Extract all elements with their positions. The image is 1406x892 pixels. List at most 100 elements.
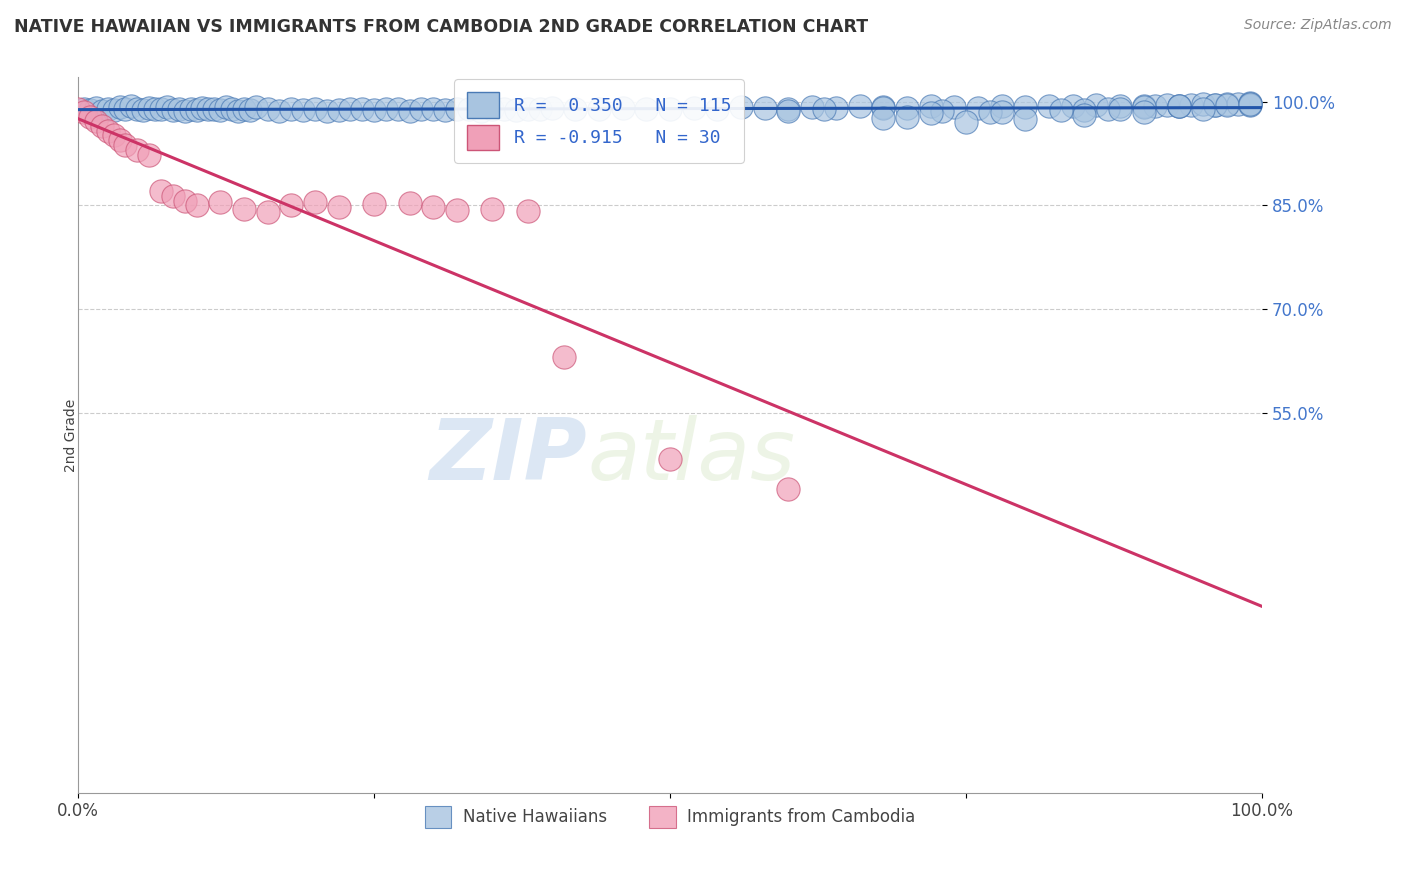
Point xyxy=(1168,99,1191,113)
Y-axis label: 2nd Grade: 2nd Grade xyxy=(65,399,79,472)
Point xyxy=(1073,108,1095,122)
Point xyxy=(1132,105,1154,120)
Point xyxy=(398,103,420,118)
Point xyxy=(872,101,894,115)
Point xyxy=(1132,100,1154,114)
Point xyxy=(1085,98,1108,112)
Point xyxy=(202,102,225,116)
Point xyxy=(778,102,800,116)
Point xyxy=(120,99,142,113)
Point xyxy=(197,102,219,116)
Point xyxy=(754,101,776,115)
Point xyxy=(1204,98,1226,112)
Point xyxy=(1073,103,1095,117)
Point xyxy=(931,104,953,119)
Text: ZIP: ZIP xyxy=(430,415,588,498)
Point xyxy=(221,102,243,116)
Point xyxy=(363,103,385,117)
Point xyxy=(256,102,278,116)
Point xyxy=(955,115,977,129)
Point xyxy=(481,102,503,116)
Legend: Native Hawaiians, Immigrants from Cambodia: Native Hawaiians, Immigrants from Cambod… xyxy=(418,799,922,834)
Point xyxy=(162,189,184,203)
Point xyxy=(215,100,238,114)
Point xyxy=(280,102,302,116)
Point xyxy=(226,103,249,118)
Point xyxy=(564,102,586,116)
Point xyxy=(1239,96,1261,111)
Point xyxy=(97,102,120,116)
Point xyxy=(411,102,433,116)
Point xyxy=(778,103,800,118)
Point xyxy=(517,203,540,218)
Point xyxy=(1204,98,1226,112)
Point xyxy=(896,101,918,115)
Point xyxy=(1227,96,1250,111)
Point xyxy=(505,103,527,117)
Point xyxy=(209,103,232,117)
Point xyxy=(269,103,291,118)
Point xyxy=(114,102,136,116)
Point xyxy=(398,196,420,211)
Point xyxy=(801,100,824,114)
Point xyxy=(315,103,337,118)
Point xyxy=(209,194,232,209)
Point xyxy=(920,106,942,120)
Point xyxy=(352,102,374,116)
Point xyxy=(127,102,149,116)
Point xyxy=(127,143,149,157)
Point xyxy=(457,102,479,116)
Point xyxy=(1109,99,1132,113)
Point xyxy=(659,451,682,466)
Point xyxy=(90,119,112,133)
Point xyxy=(1239,95,1261,110)
Point xyxy=(422,102,444,116)
Point xyxy=(920,99,942,113)
Point xyxy=(387,102,409,116)
Point xyxy=(84,101,107,115)
Point xyxy=(481,202,503,216)
Point xyxy=(1014,112,1036,126)
Point xyxy=(896,110,918,124)
Point xyxy=(682,101,704,115)
Point xyxy=(186,103,208,117)
Point xyxy=(180,102,202,116)
Point xyxy=(659,102,682,116)
Point xyxy=(363,197,385,211)
Point xyxy=(73,102,96,116)
Point xyxy=(292,103,315,117)
Point xyxy=(1215,98,1237,112)
Point xyxy=(990,105,1012,120)
Point xyxy=(1215,97,1237,112)
Point xyxy=(1168,99,1191,113)
Point xyxy=(328,103,350,117)
Point xyxy=(446,102,468,116)
Point xyxy=(339,102,361,116)
Point xyxy=(1109,102,1132,116)
Point xyxy=(1062,99,1084,113)
Point xyxy=(79,110,101,124)
Point xyxy=(304,102,326,116)
Point xyxy=(150,185,173,199)
Point xyxy=(143,102,166,116)
Point xyxy=(150,102,173,116)
Point xyxy=(1239,98,1261,112)
Point xyxy=(108,100,131,114)
Point xyxy=(103,128,125,143)
Point xyxy=(636,102,658,116)
Point xyxy=(73,105,96,120)
Point xyxy=(138,101,160,115)
Point xyxy=(84,114,107,128)
Point xyxy=(943,100,966,114)
Point xyxy=(103,103,125,117)
Point xyxy=(132,103,155,117)
Point xyxy=(1168,99,1191,113)
Point xyxy=(97,123,120,137)
Point xyxy=(191,101,214,115)
Point xyxy=(1192,102,1215,116)
Point xyxy=(1180,98,1202,112)
Text: atlas: atlas xyxy=(588,415,796,498)
Point xyxy=(156,100,179,114)
Point xyxy=(730,100,752,114)
Point xyxy=(67,102,90,116)
